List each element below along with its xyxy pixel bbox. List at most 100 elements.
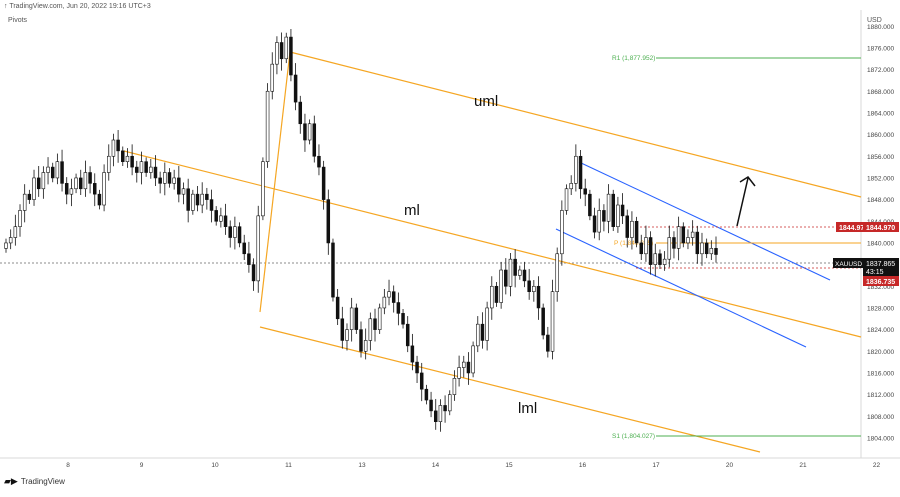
- candle: [111, 133, 116, 167]
- candle: [616, 196, 620, 233]
- brand-logo[interactable]: ▰▶ TradingView: [4, 476, 65, 487]
- x-tick-label: 9: [140, 462, 144, 469]
- candles: [4, 28, 718, 432]
- candle: [163, 162, 167, 196]
- y-tick-label: 1868.000: [867, 89, 894, 96]
- tradingview-logo-icon: ▰▶: [4, 476, 18, 486]
- candle: [191, 189, 195, 215]
- candle: [522, 261, 527, 288]
- candle: [340, 306, 345, 349]
- candle: [504, 258, 508, 295]
- candle: [251, 258, 256, 291]
- candle: [214, 206, 218, 226]
- candle: [634, 216, 639, 248]
- candle: [396, 292, 401, 326]
- candle: [658, 249, 662, 269]
- currency-label: USD: [867, 17, 882, 24]
- candle: [135, 160, 139, 183]
- y-tick-label: 1860.000: [867, 132, 894, 139]
- candle: [611, 189, 615, 232]
- candle: [648, 231, 653, 275]
- candle: [153, 155, 158, 187]
- label-ml: ml: [404, 202, 420, 219]
- candle: [574, 144, 578, 192]
- candle: [46, 157, 50, 185]
- channel-lower-line: [555, 228, 807, 348]
- candle: [686, 229, 690, 250]
- candle: [588, 189, 592, 221]
- candle: [415, 355, 419, 383]
- candle: [662, 251, 667, 271]
- price-tag-resistance-text: 1844.970: [839, 225, 868, 232]
- candle: [167, 168, 172, 188]
- candle: [8, 229, 13, 250]
- candle: [279, 32, 284, 71]
- y-tick-label: 1808.000: [867, 414, 894, 421]
- candle: [275, 36, 279, 75]
- pivot-p-label: P (1,840.825): [614, 240, 653, 247]
- up-arrow-icon: [736, 176, 756, 227]
- price-tag-support-text: 1836.735: [866, 279, 895, 286]
- price-tag-support: 1836.735: [863, 276, 899, 286]
- candle: [237, 222, 242, 248]
- candle: [354, 303, 359, 334]
- label-lml: lml: [518, 400, 537, 417]
- price-tag-countdown-text: 43:15: [866, 269, 884, 276]
- y-tick-label: 1840.000: [867, 240, 894, 247]
- upper-median-line: [289, 51, 862, 198]
- candle: [195, 186, 200, 212]
- candle: [223, 203, 228, 235]
- candle: [513, 249, 517, 288]
- candle: [490, 276, 494, 320]
- candle: [681, 222, 686, 248]
- candle: [205, 187, 209, 210]
- candle: [625, 209, 629, 248]
- candle: [410, 333, 415, 371]
- price-tag-resistance-axis: 1844.970: [863, 222, 899, 232]
- candle: [391, 285, 396, 313]
- candle: [18, 204, 22, 237]
- candle: [265, 83, 270, 168]
- candle: [60, 149, 64, 192]
- pitchfork-handle: [259, 51, 291, 313]
- candle: [653, 243, 658, 277]
- candle: [289, 28, 293, 82]
- y-tick-label: 1824.000: [867, 327, 894, 334]
- descending-channel: [555, 161, 831, 348]
- candle: [429, 391, 433, 418]
- candle: [116, 129, 120, 163]
- candle: [139, 151, 144, 185]
- brand-name: TradingView: [20, 477, 65, 486]
- candle: [298, 95, 303, 134]
- candle: [335, 288, 340, 326]
- x-tick-label: 10: [211, 462, 219, 469]
- indicator-name[interactable]: Pivots: [8, 17, 28, 24]
- candle: [88, 166, 92, 194]
- y-tick-label: 1872.000: [867, 67, 894, 74]
- candle: [443, 395, 447, 423]
- candle: [36, 166, 41, 197]
- candle: [209, 189, 214, 223]
- candle: [476, 316, 480, 353]
- pitchfork: [123, 51, 862, 453]
- candle: [541, 303, 545, 340]
- candle: [532, 280, 536, 302]
- candle: [527, 268, 531, 300]
- y-tick-label: 1828.000: [867, 305, 894, 312]
- candle: [121, 146, 125, 167]
- candle: [578, 150, 583, 199]
- x-tick-label: 8: [66, 462, 70, 469]
- median-line: [123, 150, 862, 338]
- candle: [639, 234, 644, 261]
- candle: [321, 160, 326, 210]
- candle: [74, 173, 78, 194]
- y-axis-ticks: 1880.000 1876.000 1872.000 1868.000 1864.000…: [867, 24, 894, 443]
- candle: [630, 211, 634, 250]
- x-tick-label: 17: [652, 462, 660, 469]
- pivot-s1-label: S1 (1,804.027): [612, 433, 655, 440]
- candle: [64, 177, 69, 205]
- candle: [494, 281, 499, 307]
- y-tick-label: 1876.000: [867, 45, 894, 52]
- candle: [466, 352, 471, 385]
